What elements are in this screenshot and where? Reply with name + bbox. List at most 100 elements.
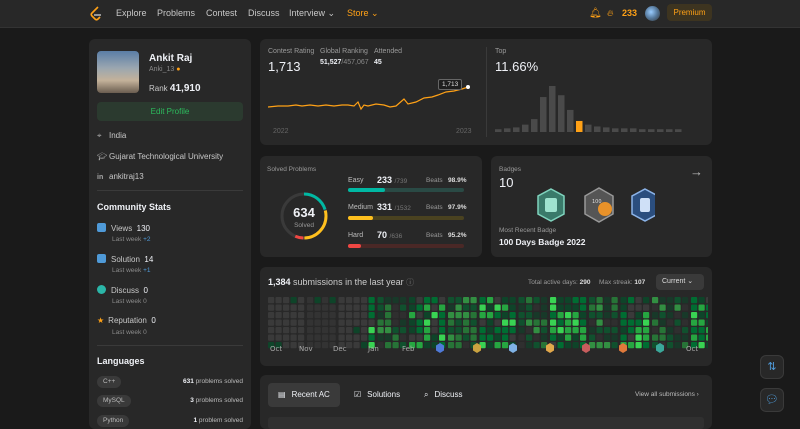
heatmap-cell xyxy=(589,327,596,334)
monthly-badge-icon[interactable] xyxy=(436,343,444,353)
heatmap-cell xyxy=(353,297,360,304)
heatmap-cell xyxy=(479,342,486,349)
heatmap-cell xyxy=(353,304,360,311)
month-label: Dec xyxy=(333,345,347,353)
nav-store[interactable]: Store ⌄ xyxy=(347,8,379,19)
monthly-badge-icon[interactable] xyxy=(546,343,554,353)
heatmap-cell xyxy=(338,297,345,304)
heatmap-cell xyxy=(652,319,659,326)
leetcode-logo-icon[interactable] xyxy=(89,6,103,22)
hard-label: Hard xyxy=(348,232,364,239)
monthly-badge-icon[interactable] xyxy=(509,343,517,353)
language-tag-mysql[interactable]: MySQL xyxy=(97,395,131,407)
heatmap-cell xyxy=(298,304,305,311)
attended-label: Attended xyxy=(374,48,403,55)
easy-beats: Beats 98.9% xyxy=(426,177,466,184)
heatmap-cell xyxy=(377,312,384,319)
monthly-badge-icon[interactable] xyxy=(656,343,664,353)
histogram-bar xyxy=(576,120,583,132)
heatmap-cell xyxy=(557,304,564,311)
heatmap-cell xyxy=(620,304,627,311)
badge-icons[interactable]: 100 xyxy=(535,187,655,225)
language-count-value: 631 xyxy=(183,378,194,385)
heatmap-cell xyxy=(541,334,548,341)
heatmap-cell xyxy=(361,327,368,334)
heatmap-cell xyxy=(596,312,603,319)
nav-problems[interactable]: Problems xyxy=(157,8,196,18)
monthly-badge-icon[interactable] xyxy=(473,343,481,353)
notification-bell-icon[interactable]: 🔔︎ xyxy=(589,8,602,19)
heatmap-cell xyxy=(431,312,438,319)
nav-explore[interactable]: Explore xyxy=(116,8,147,18)
heatmap-cell xyxy=(502,312,509,319)
easy-count: 233 /739 xyxy=(377,175,407,185)
heatmap-cell xyxy=(643,312,650,319)
linkedin-row[interactable]: in ankitraj13 xyxy=(97,172,144,181)
stat-reputation: ★ Reputation 0 xyxy=(97,316,156,325)
monthly-badge-icon[interactable] xyxy=(582,343,590,353)
heatmap-cell xyxy=(635,297,642,304)
heatmap-cell xyxy=(494,342,501,349)
heatmap-cell xyxy=(463,304,470,311)
heatmap-cell xyxy=(565,334,572,341)
nav-interview[interactable]: Interview ⌄ xyxy=(289,8,335,19)
year-select[interactable]: Current ⌄ xyxy=(656,274,704,290)
nav-discuss[interactable]: Discuss xyxy=(248,8,280,18)
badges-card: Badges 10 → 100 Most Recent Badge 100 Da… xyxy=(491,156,712,257)
language-tag-cpp[interactable]: C++ xyxy=(97,376,122,388)
info-icon[interactable]: ⓘ xyxy=(406,278,415,287)
heatmap-cell xyxy=(448,312,455,319)
feedback-button[interactable]: 💬︎ xyxy=(760,388,784,412)
heatmap-cell xyxy=(322,327,329,334)
heatmap-cell xyxy=(620,319,627,326)
max-streak-value: 107 xyxy=(634,279,646,286)
language-tag-python[interactable]: Python xyxy=(97,415,130,427)
rating-line-chart[interactable] xyxy=(268,84,478,129)
divider xyxy=(97,190,243,191)
heatmap-cell xyxy=(611,334,618,341)
list-item[interactable] xyxy=(268,417,704,429)
heatmap-cell xyxy=(479,304,486,311)
tab-recent-ac[interactable]: ▤ Recent AC xyxy=(268,383,340,407)
arrow-right-icon[interactable]: → xyxy=(690,164,703,179)
heatmap-cell xyxy=(652,304,659,311)
stat-solution: Solution 14 xyxy=(97,254,153,264)
heatmap-cell xyxy=(290,334,297,341)
heatmap-cell xyxy=(455,304,462,311)
nav-contest[interactable]: Contest xyxy=(206,8,238,18)
avatar[interactable] xyxy=(645,6,660,21)
histogram-bar xyxy=(630,128,637,132)
chevron-down-icon: ⌄ xyxy=(327,8,336,18)
heatmap-cell xyxy=(518,297,525,304)
edit-profile-button[interactable]: Edit Profile xyxy=(97,102,243,121)
premium-button[interactable]: Premium xyxy=(667,4,712,21)
heatmap-cell xyxy=(541,297,548,304)
histogram-bar xyxy=(522,124,529,132)
heatmap-cell xyxy=(682,334,689,341)
heatmap-cell xyxy=(643,334,650,341)
heatmap-cell xyxy=(479,297,486,304)
tab-solutions[interactable]: ☑ Solutions xyxy=(354,383,400,407)
tab-discuss[interactable]: ⌕ Discuss xyxy=(424,383,463,407)
heatmap-cell xyxy=(268,334,275,341)
medium-solved: 331 xyxy=(377,202,393,212)
school-text: Gujarat Technological University xyxy=(109,152,224,161)
heatmap-cell xyxy=(550,334,557,341)
stat-value: 0 xyxy=(143,286,148,295)
heatmap-cell xyxy=(628,297,635,304)
coin-count[interactable]: 233 xyxy=(622,8,638,18)
heatmap-cell xyxy=(487,327,494,334)
linkedin-text[interactable]: ankitraj13 xyxy=(109,172,144,181)
monthly-badge-icon[interactable] xyxy=(619,343,627,353)
heatmap-cell xyxy=(557,327,564,334)
histogram-bar xyxy=(495,129,502,132)
view-all-submissions-link[interactable]: View all submissions › xyxy=(635,391,699,398)
heatmap-cell xyxy=(377,327,384,334)
submission-heatmap[interactable]: Oct Nov Dec Jan Feb Oct xyxy=(268,297,708,357)
global-ranking-total: /457,067 xyxy=(341,59,369,66)
switch-view-button[interactable]: ⇅ xyxy=(760,355,784,379)
heatmap-cell xyxy=(502,319,509,326)
heatmap-cell xyxy=(487,312,494,319)
top-percent-histogram[interactable] xyxy=(495,84,705,138)
heatmap-cell xyxy=(596,297,603,304)
